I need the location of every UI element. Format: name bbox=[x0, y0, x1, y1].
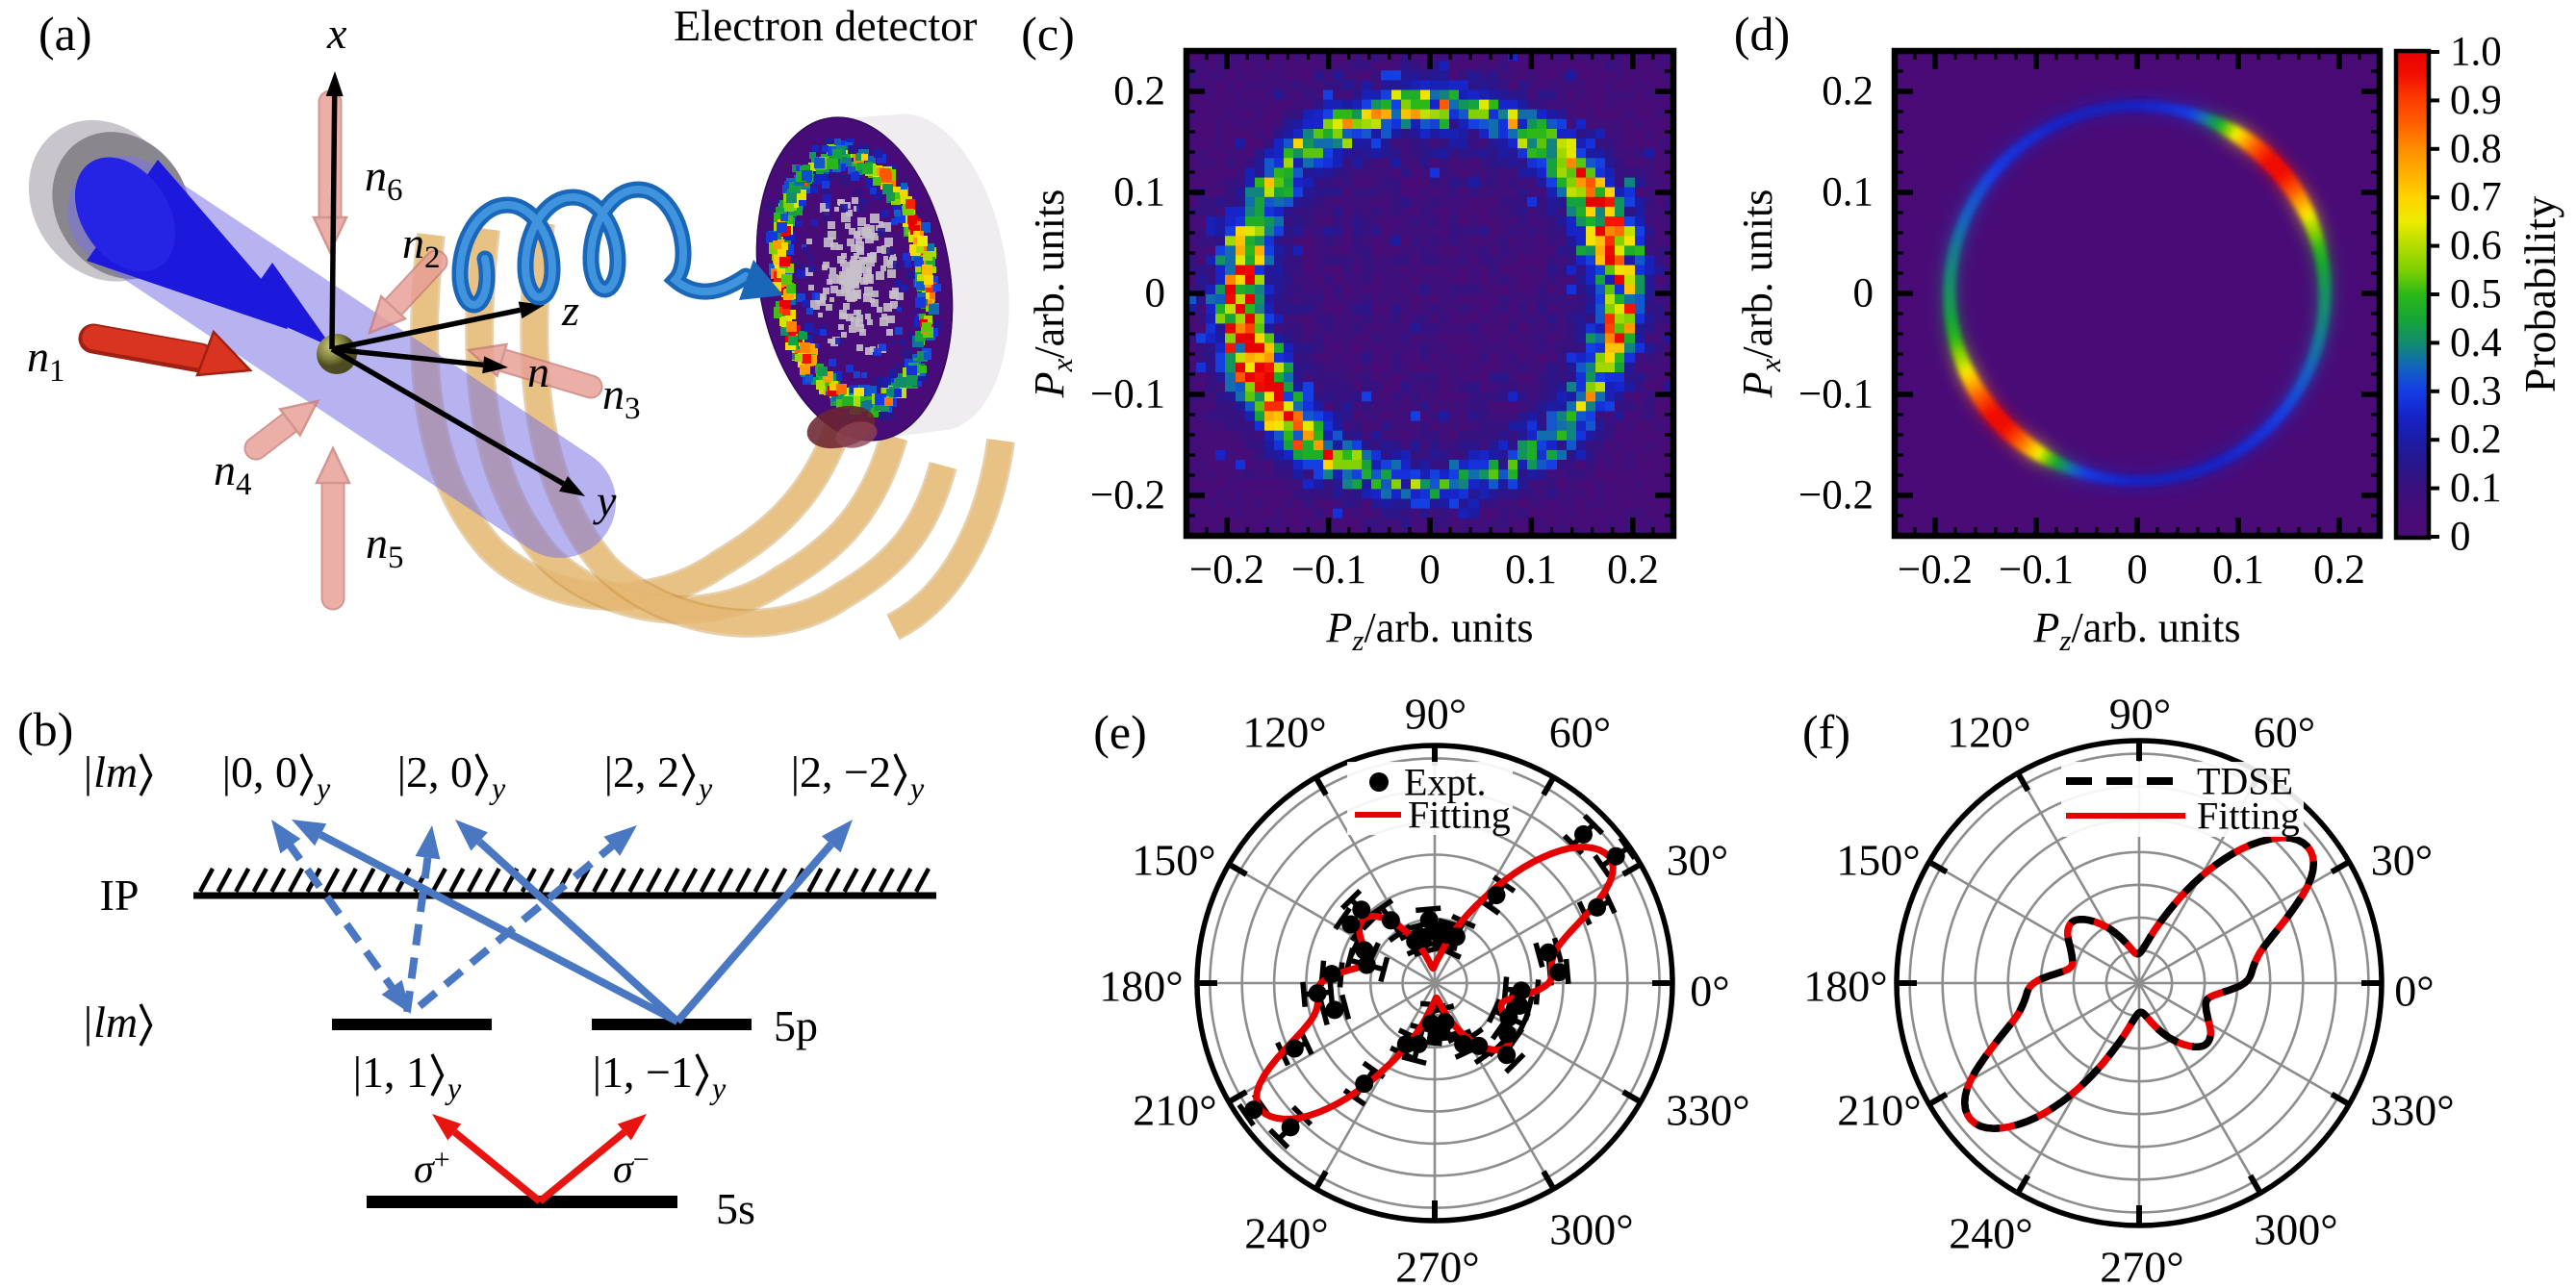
svg-text:Probability: Probability bbox=[2515, 196, 2564, 392]
svg-text:Fitting: Fitting bbox=[2197, 795, 2300, 838]
svg-text:5p: 5p bbox=[774, 1001, 818, 1050]
svg-text:120°: 120° bbox=[1947, 708, 2030, 757]
svg-text:0: 0 bbox=[1419, 547, 1441, 593]
svg-text:Expt.: Expt. bbox=[1404, 761, 1487, 804]
svg-text:240°: 240° bbox=[1949, 1209, 2032, 1258]
svg-text:180°: 180° bbox=[1099, 962, 1183, 1011]
svg-text:120°: 120° bbox=[1242, 708, 1326, 757]
svg-text:y: y bbox=[445, 1071, 462, 1105]
svg-text:0.3: 0.3 bbox=[2450, 368, 2502, 414]
svg-text:180°: 180° bbox=[1803, 962, 1887, 1011]
svg-text:y: y bbox=[907, 770, 925, 805]
svg-text:150°: 150° bbox=[1836, 836, 1920, 885]
svg-text:30°: 30° bbox=[1667, 836, 1728, 885]
svg-text:0.2: 0.2 bbox=[2313, 547, 2365, 593]
svg-text:|0, 0: |0, 0 bbox=[222, 747, 297, 796]
svg-text:−0.1: −0.1 bbox=[1090, 372, 1165, 417]
svg-text:1.0: 1.0 bbox=[2450, 30, 2502, 75]
svg-text:30°: 30° bbox=[2371, 836, 2433, 885]
svg-text:210°: 210° bbox=[1133, 1086, 1216, 1135]
svg-text:|: | bbox=[84, 998, 92, 1047]
svg-text:−0.2: −0.2 bbox=[1798, 473, 1874, 518]
svg-text:0.1: 0.1 bbox=[2212, 547, 2264, 593]
svg-text:|2, 2: |2, 2 bbox=[604, 747, 679, 796]
svg-text:y: y bbox=[593, 476, 617, 525]
svg-text:|2, −2: |2, −2 bbox=[791, 747, 891, 796]
svg-text:(b): (b) bbox=[17, 702, 73, 756]
svg-text:Px/arb. units: Px/arb. units bbox=[1026, 189, 1079, 399]
svg-text:5s: 5s bbox=[716, 1184, 755, 1233]
svg-text:Fitting: Fitting bbox=[1408, 794, 1511, 837]
svg-text:y: y bbox=[709, 1071, 727, 1105]
svg-text:Pz/arb. units: Pz/arb. units bbox=[1326, 604, 1534, 657]
svg-text:y: y bbox=[314, 770, 331, 805]
svg-text:0.7: 0.7 bbox=[2450, 175, 2502, 220]
svg-text:−0.1: −0.1 bbox=[1291, 547, 1366, 593]
svg-text:|2, 0: |2, 0 bbox=[397, 747, 472, 796]
svg-text:330°: 330° bbox=[2370, 1086, 2454, 1135]
svg-text:n6: n6 bbox=[365, 151, 403, 208]
svg-text:0.1: 0.1 bbox=[2450, 466, 2502, 511]
svg-text:z: z bbox=[561, 286, 579, 335]
svg-text:300°: 300° bbox=[2254, 1205, 2337, 1254]
svg-text:Pz/arb. units: Pz/arb. units bbox=[2033, 604, 2241, 657]
svg-text:−0.2: −0.2 bbox=[1189, 547, 1264, 593]
svg-text:0: 0 bbox=[1853, 271, 1875, 316]
svg-text:0.2: 0.2 bbox=[1822, 69, 1874, 114]
svg-text:240°: 240° bbox=[1244, 1209, 1328, 1258]
svg-text:Px/arb. units: Px/arb. units bbox=[1734, 189, 1787, 399]
svg-text:0.6: 0.6 bbox=[2450, 223, 2502, 268]
svg-text:60°: 60° bbox=[2254, 708, 2315, 757]
svg-text:0.8: 0.8 bbox=[2450, 126, 2502, 171]
svg-text:y: y bbox=[696, 770, 713, 805]
svg-text:−0.1: −0.1 bbox=[1798, 372, 1874, 417]
svg-text:−0.2: −0.2 bbox=[1898, 547, 1973, 593]
svg-text:0.2: 0.2 bbox=[2450, 417, 2502, 463]
svg-text:0°: 0° bbox=[1690, 967, 1729, 1016]
svg-text:0.1: 0.1 bbox=[1505, 547, 1557, 593]
svg-text:(f): (f) bbox=[1802, 705, 1850, 759]
svg-text:Electron detector: Electron detector bbox=[674, 1, 977, 50]
svg-text:TDSE: TDSE bbox=[2197, 760, 2293, 803]
svg-text:(c): (c) bbox=[1021, 7, 1075, 61]
svg-text:−0.1: −0.1 bbox=[1999, 547, 2074, 593]
svg-text:0.5: 0.5 bbox=[2450, 272, 2502, 317]
svg-text:0.4: 0.4 bbox=[2450, 320, 2502, 366]
svg-text:lm: lm bbox=[93, 747, 138, 796]
svg-text:n2: n2 bbox=[402, 218, 441, 275]
svg-text:300°: 300° bbox=[1549, 1205, 1633, 1254]
svg-text:x: x bbox=[326, 9, 347, 58]
svg-text:|1, −1: |1, −1 bbox=[593, 1048, 693, 1097]
svg-text:60°: 60° bbox=[1549, 708, 1611, 757]
svg-text:y: y bbox=[489, 770, 506, 805]
svg-text:0: 0 bbox=[1145, 271, 1166, 316]
svg-text:330°: 330° bbox=[1666, 1086, 1749, 1135]
svg-text:0°: 0° bbox=[2394, 967, 2434, 1016]
svg-text:|: | bbox=[84, 747, 92, 796]
svg-text:90°: 90° bbox=[2109, 690, 2171, 739]
svg-text:270°: 270° bbox=[1395, 1243, 1479, 1288]
svg-text:−0.2: −0.2 bbox=[1090, 473, 1165, 518]
svg-text:0: 0 bbox=[2127, 547, 2148, 593]
svg-text:150°: 150° bbox=[1132, 836, 1215, 885]
svg-text:270°: 270° bbox=[2100, 1243, 2183, 1288]
svg-text:0.9: 0.9 bbox=[2450, 78, 2502, 123]
svg-text:0.1: 0.1 bbox=[1822, 170, 1874, 215]
svg-text:210°: 210° bbox=[1837, 1086, 1921, 1135]
svg-text:0.2: 0.2 bbox=[1607, 547, 1659, 593]
svg-text:(e): (e) bbox=[1093, 705, 1147, 759]
svg-text:lm: lm bbox=[93, 998, 138, 1047]
svg-text:0: 0 bbox=[2450, 515, 2471, 560]
svg-text:(a): (a) bbox=[38, 7, 92, 61]
svg-text:(d): (d) bbox=[1734, 7, 1790, 61]
svg-text:0.2: 0.2 bbox=[1113, 69, 1165, 114]
svg-text:0.1: 0.1 bbox=[1113, 170, 1165, 215]
svg-text:IP: IP bbox=[100, 871, 140, 920]
svg-text:|1, 1: |1, 1 bbox=[353, 1048, 428, 1097]
svg-text:n: n bbox=[527, 347, 549, 396]
svg-text:90°: 90° bbox=[1405, 690, 1467, 739]
